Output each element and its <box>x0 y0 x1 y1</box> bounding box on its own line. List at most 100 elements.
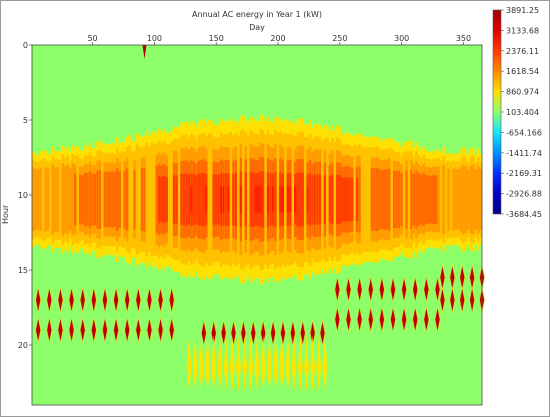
heatmap-cells <box>32 45 486 405</box>
heatmap-cell <box>177 139 181 260</box>
heatmap-cell <box>223 335 229 392</box>
heatmap-cell <box>135 144 139 255</box>
heatmap-cell <box>251 322 256 344</box>
heatmap-cell <box>390 148 394 251</box>
heatmap-cell <box>450 289 455 311</box>
heatmap-cell <box>182 173 186 226</box>
heatmap-cell <box>321 140 324 259</box>
heatmap-cell <box>326 137 329 262</box>
heatmap-cell <box>169 319 174 341</box>
heatmap-cell <box>390 308 396 331</box>
heatmap-cell <box>211 322 216 344</box>
colorbar-label: 1618.54 <box>506 67 539 76</box>
heatmap-cell <box>365 146 369 253</box>
heatmap-cell <box>93 173 97 226</box>
colorbar-gradient <box>492 9 502 215</box>
heatmap-cell <box>155 165 159 234</box>
heatmap-cell <box>248 335 254 392</box>
heatmap-cell <box>47 319 52 341</box>
heatmap-cell <box>192 173 196 226</box>
heatmap-cell <box>306 186 310 213</box>
heatmap-cell <box>447 168 450 231</box>
heatmap-cell <box>195 175 198 224</box>
heatmap-cell <box>54 167 57 232</box>
heatmap-cell <box>142 45 147 59</box>
heatmap-cell <box>170 141 174 258</box>
heatmap-cell <box>472 164 475 235</box>
heatmap-cell <box>379 278 385 301</box>
heatmap-cell <box>300 322 305 344</box>
heatmap-cell <box>136 289 141 311</box>
heatmap-cell <box>111 171 114 228</box>
heatmap-cell <box>64 165 67 234</box>
heatmap-cell <box>165 177 169 222</box>
heatmap-cell <box>34 168 38 231</box>
heatmap-cell <box>91 173 94 226</box>
heatmap-cell <box>313 174 317 225</box>
heatmap-cell <box>346 308 351 331</box>
heatmap-cell <box>420 174 423 225</box>
heatmap-cell <box>437 166 441 233</box>
x-tick-label: 50 <box>87 34 97 43</box>
heatmap-cell <box>143 167 146 232</box>
heatmap-cell <box>236 335 241 392</box>
heatmap-cell <box>39 167 43 232</box>
heatmap-cell <box>197 173 201 226</box>
heatmap-cell <box>232 173 235 226</box>
x-axis: 50 100 150 200 250 300 350 <box>87 34 471 45</box>
heatmap-cell <box>425 175 428 224</box>
heatmap-cell <box>35 289 41 311</box>
heatmap-cell <box>58 289 63 311</box>
heatmap-cell <box>301 172 305 227</box>
heatmap-cell <box>254 335 260 392</box>
heatmap-cell <box>133 170 136 229</box>
heatmap-cell <box>35 319 41 341</box>
heatmap-cell <box>271 186 275 213</box>
heatmap-cell <box>291 335 297 392</box>
heatmap-cell <box>335 308 340 331</box>
heatmap-cell <box>58 319 63 341</box>
heatmap-cell <box>430 175 433 224</box>
heatmap-cell <box>190 186 193 213</box>
x-tick-label: 300 <box>394 34 409 43</box>
heatmap-cell <box>200 173 203 226</box>
heatmap-cell <box>469 289 475 311</box>
heatmap-cell <box>201 322 207 344</box>
heatmap-cell <box>207 133 211 266</box>
heatmap-cell <box>415 170 418 229</box>
heatmap-cell <box>401 278 407 301</box>
colorbar: 3891.25 3133.68 2376.11 1618.54 860.974 103.4… <box>492 6 542 219</box>
heatmap-cell <box>229 335 235 392</box>
y-axis: 0 5 10 15 20 <box>18 41 32 350</box>
heatmap-cell <box>410 169 413 230</box>
heatmap-cell <box>457 169 460 230</box>
heatmap-cell <box>469 266 475 289</box>
heatmap-cell <box>322 335 328 392</box>
heatmap-cell <box>69 168 72 231</box>
heatmap-cell <box>76 155 80 244</box>
heatmap-cell <box>49 161 52 238</box>
heatmap-cell <box>479 169 483 230</box>
heatmap-cell <box>69 319 74 341</box>
x-tick-label: 350 <box>456 34 471 43</box>
heatmap-cell <box>198 335 204 392</box>
heatmap-cell <box>214 174 218 225</box>
heatmap-cell <box>335 278 340 301</box>
heatmap-cell <box>116 168 119 231</box>
heatmap-cell <box>261 171 265 228</box>
heatmap-cell <box>106 171 109 228</box>
heatmap-cell <box>310 335 316 392</box>
heatmap-cell <box>147 289 152 311</box>
heatmap-cell <box>360 145 364 254</box>
heatmap-cell <box>41 158 45 241</box>
heatmap-cell <box>286 186 290 213</box>
heatmap-cell <box>113 289 119 311</box>
heatmap-cell <box>291 134 295 265</box>
heatmap-cell <box>402 152 406 247</box>
heatmap-cell <box>158 319 163 341</box>
heatmap-cell <box>401 308 407 331</box>
heatmap-cell <box>136 319 141 341</box>
heatmap-cell <box>442 164 446 235</box>
heatmap-cell <box>379 308 385 331</box>
